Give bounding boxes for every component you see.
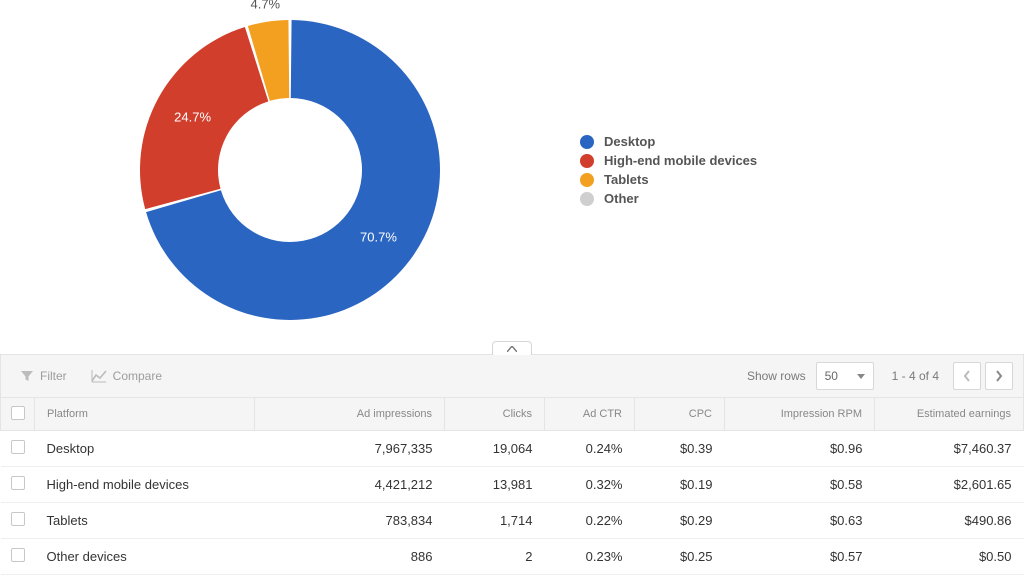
- table-row: Tablets783,8341,7140.22%$0.29$0.63$490.8…: [1, 503, 1024, 539]
- cell-earnings: $7,460.37: [875, 431, 1024, 467]
- cell-ctr: 0.32%: [545, 467, 635, 503]
- compare-icon: [91, 369, 107, 383]
- row-checkbox[interactable]: [11, 548, 25, 562]
- legend-swatch: [580, 135, 594, 149]
- legend-label: Desktop: [604, 134, 655, 149]
- chevron-left-icon: [963, 370, 971, 382]
- table-row: High-end mobile devices4,421,21213,9810.…: [1, 467, 1024, 503]
- cell-rpm: $0.57: [725, 539, 875, 575]
- cell-earnings: $0.50: [875, 539, 1024, 575]
- slice-percent-label: 4.7%: [250, 0, 280, 11]
- legend-swatch: [580, 154, 594, 168]
- legend-swatch: [580, 173, 594, 187]
- row-checkbox[interactable]: [11, 512, 25, 526]
- chart-legend: Desktop High-end mobile devices Tablets Oth…: [580, 130, 757, 210]
- table-row: Other devices88620.23%$0.25$0.57$0.50: [1, 539, 1024, 575]
- show-rows-label: Show rows: [747, 369, 806, 383]
- legend-item[interactable]: Other: [580, 191, 757, 206]
- cell-cpc: $0.25: [635, 539, 725, 575]
- cell-rpm: $0.58: [725, 467, 875, 503]
- cell-cpc: $0.29: [635, 503, 725, 539]
- compare-button[interactable]: Compare: [82, 364, 171, 388]
- donut-chart: 70.7%24.7%4.7%: [140, 20, 440, 320]
- select-all-checkbox[interactable]: [11, 406, 25, 420]
- next-page-button[interactable]: [985, 362, 1013, 390]
- cell-clicks: 1,714: [445, 503, 545, 539]
- cell-clicks: 13,981: [445, 467, 545, 503]
- column-header[interactable]: Estimated earnings: [875, 398, 1024, 431]
- legend-label: Tablets: [604, 172, 649, 187]
- filter-button[interactable]: Filter: [11, 364, 76, 388]
- data-table: PlatformAd impressionsClicksAd CTRCPCImp…: [0, 398, 1024, 575]
- rows-per-page-value: 50: [825, 369, 838, 383]
- cell-cpc: $0.19: [635, 467, 725, 503]
- table-row: Desktop7,967,33519,0640.24%$0.39$0.96$7,…: [1, 431, 1024, 467]
- compare-label: Compare: [113, 369, 162, 383]
- cell-platform: High-end mobile devices: [35, 467, 255, 503]
- cell-imps: 783,834: [255, 503, 445, 539]
- column-header[interactable]: Ad CTR: [545, 398, 635, 431]
- cell-rpm: $0.63: [725, 503, 875, 539]
- slice-percent-label: 70.7%: [360, 230, 397, 245]
- rows-per-page-select[interactable]: 50: [816, 362, 874, 390]
- cell-ctr: 0.23%: [545, 539, 635, 575]
- column-header[interactable]: Impression RPM: [725, 398, 875, 431]
- slice-percent-label: 24.7%: [174, 109, 211, 124]
- chart-area: 70.7% 24.7% 4.7% Desktop High-end mobile de…: [0, 0, 1024, 340]
- column-header[interactable]: CPC: [635, 398, 725, 431]
- cell-ctr: 0.22%: [545, 503, 635, 539]
- legend-item[interactable]: High-end mobile devices: [580, 153, 757, 168]
- cell-clicks: 19,064: [445, 431, 545, 467]
- cell-platform: Tablets: [35, 503, 255, 539]
- cell-platform: Other devices: [35, 539, 255, 575]
- row-checkbox[interactable]: [11, 476, 25, 490]
- pagination-range: 1 - 4 of 4: [892, 369, 939, 383]
- cell-clicks: 2: [445, 539, 545, 575]
- prev-page-button[interactable]: [953, 362, 981, 390]
- cell-ctr: 0.24%: [545, 431, 635, 467]
- cell-cpc: $0.39: [635, 431, 725, 467]
- collapse-tab[interactable]: [492, 341, 532, 355]
- filter-label: Filter: [40, 369, 67, 383]
- cell-imps: 7,967,335: [255, 431, 445, 467]
- legend-item[interactable]: Desktop: [580, 134, 757, 149]
- cell-imps: 4,421,212: [255, 467, 445, 503]
- legend-swatch: [580, 192, 594, 206]
- cell-platform: Desktop: [35, 431, 255, 467]
- row-checkbox[interactable]: [11, 440, 25, 454]
- cell-earnings: $2,601.65: [875, 467, 1024, 503]
- column-header[interactable]: Platform: [35, 398, 255, 431]
- cell-rpm: $0.96: [725, 431, 875, 467]
- legend-item[interactable]: Tablets: [580, 172, 757, 187]
- legend-label: Other: [604, 191, 639, 206]
- chevron-down-icon: [857, 374, 865, 379]
- legend-label: High-end mobile devices: [604, 153, 757, 168]
- cell-imps: 886: [255, 539, 445, 575]
- column-header[interactable]: Clicks: [445, 398, 545, 431]
- cell-earnings: $490.86: [875, 503, 1024, 539]
- chevron-right-icon: [995, 370, 1003, 382]
- column-header[interactable]: Ad impressions: [255, 398, 445, 431]
- table-toolbar: Filter Compare Show rows 50 1 - 4 of 4: [0, 354, 1024, 398]
- filter-icon: [20, 369, 34, 383]
